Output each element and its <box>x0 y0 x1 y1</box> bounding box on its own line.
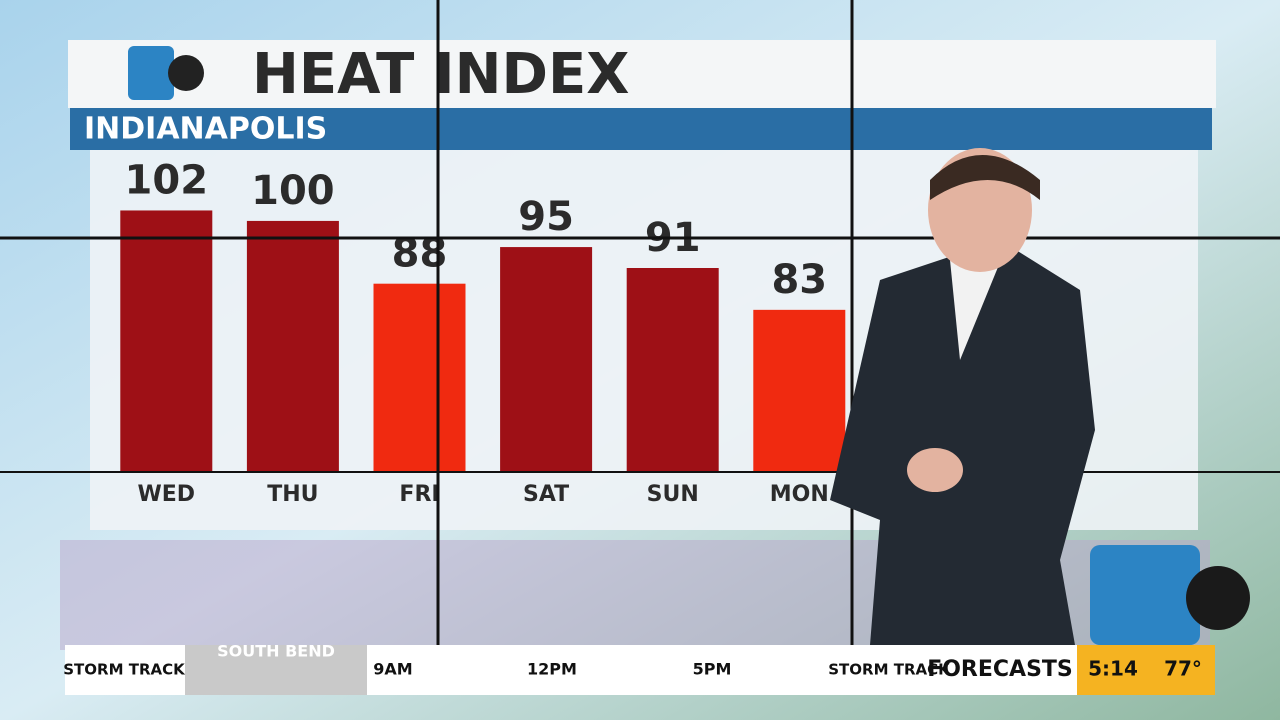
title-bar <box>68 40 1216 108</box>
ticker-time: 9AM <box>373 660 412 679</box>
ticker-location-box <box>185 645 367 695</box>
presenter <box>830 148 1095 645</box>
ticker-time: 5PM <box>693 660 732 679</box>
ticker-location: SOUTH BEND <box>217 642 335 661</box>
x-tick-label: FRI <box>399 482 439 507</box>
bar <box>626 268 719 472</box>
x-tick-label: MON <box>770 482 829 507</box>
corner-logo <box>1090 545 1200 645</box>
ticker-time: 12PM <box>527 660 577 679</box>
corner-logo-abc <box>1186 566 1250 630</box>
chart-title: HEAT INDEX <box>252 42 629 107</box>
value-label: 102 <box>125 157 209 203</box>
x-tick-label: SAT <box>523 482 569 507</box>
bar <box>373 283 466 472</box>
value-label: 100 <box>251 168 335 214</box>
shirt <box>950 250 1005 360</box>
bar <box>120 210 213 472</box>
bar <box>246 220 339 472</box>
value-label: 83 <box>771 257 827 303</box>
ticker-clock-box <box>1077 645 1215 695</box>
ticker-times: 9AM 12PM 5PM <box>373 660 731 679</box>
ticker-clock: 5:14 <box>1088 657 1138 681</box>
x-tick-label: SUN <box>647 482 699 507</box>
logo-abc <box>168 55 204 91</box>
subtitle-bar <box>70 108 1212 150</box>
ticker-temperature: 77° <box>1164 657 1202 681</box>
value-label: 95 <box>518 194 574 240</box>
logo <box>128 46 174 100</box>
bar <box>753 309 846 472</box>
x-tick-label: WED <box>138 482 196 507</box>
x-tick-label: THU <box>267 482 318 507</box>
hand <box>907 448 963 492</box>
ticker-brand: STORM TRACK <box>63 661 186 679</box>
hair <box>930 155 1040 200</box>
ticker-brand: STORM TRACK <box>828 661 951 679</box>
ticker-segment: FORECASTS <box>927 657 1073 682</box>
suit <box>830 240 1095 645</box>
bar <box>500 247 593 472</box>
chart-subtitle: INDIANAPOLIS <box>84 112 327 147</box>
